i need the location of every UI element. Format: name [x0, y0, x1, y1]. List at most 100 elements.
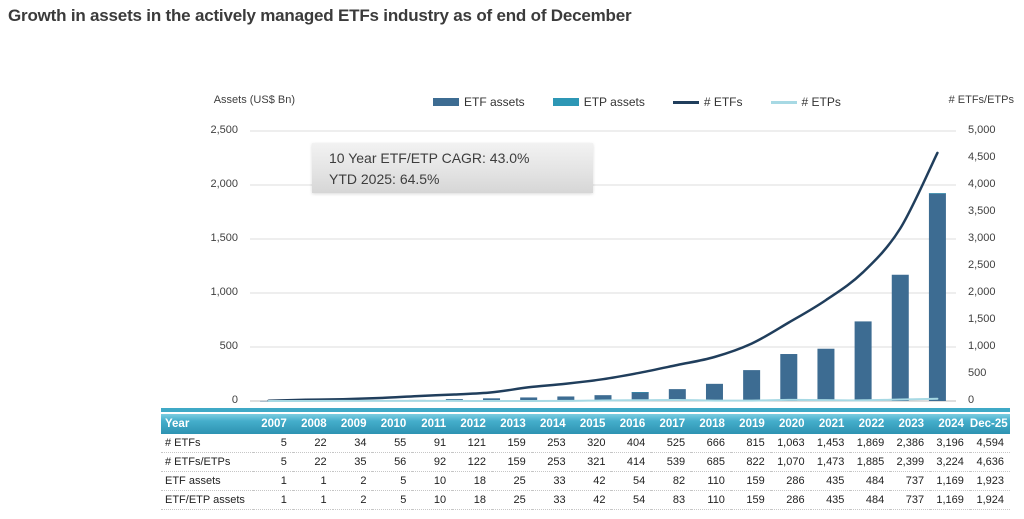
- table-col-header: 2009: [332, 414, 373, 434]
- axis-tick-label: 0: [231, 394, 238, 406]
- page-title: Growth in assets in the actively managed…: [8, 6, 632, 25]
- bar-etf-assets-Dec-25: [928, 193, 946, 401]
- legend-item-etf-assets: ETF assets: [433, 95, 525, 109]
- table-cell: 10: [412, 490, 453, 510]
- table-cell: 54: [611, 490, 652, 510]
- table-cell: 110: [691, 490, 731, 510]
- axis-tick-label: 2,000: [968, 286, 996, 298]
- axis-tick-label: 2,500: [210, 124, 238, 136]
- table-cell: 159: [491, 452, 532, 472]
- bar-etf-assets-2017: [631, 392, 649, 401]
- table-cell: 1,473: [810, 452, 851, 472]
- legend-label: # ETFs: [703, 95, 743, 109]
- cagr-line: 10 Year ETF/ETP CAGR: 43.0%: [329, 150, 530, 166]
- legend-label: ETP assets: [583, 95, 645, 109]
- table-cell: 55: [372, 434, 413, 453]
- table-cell: 82: [651, 471, 692, 491]
- line--etps: [267, 397, 939, 402]
- axis-tick-label: 3,000: [968, 232, 996, 244]
- table-cell: 22: [292, 452, 333, 472]
- table-cell: 18: [452, 490, 492, 510]
- table-row: # ETFs/ETPs 5 22 35 56 92 122 159 253 321 414 539 68…: [161, 452, 1010, 472]
- table-cell: 159: [730, 490, 771, 510]
- table-cell: 91: [412, 434, 453, 453]
- table-cell: 1,453: [810, 434, 851, 453]
- table-cell: 1,885: [850, 452, 891, 472]
- table-cell: 286: [770, 490, 811, 510]
- data-table-wrap: Year 2007 2008 2009 2010 2011 2012 2013 2014 2015…: [161, 408, 1010, 510]
- bar-etp-assets-Dec-25: [928, 193, 946, 194]
- table-cell: 3,196: [930, 434, 970, 453]
- axis-tick-label: 4,000: [968, 178, 996, 190]
- table-col-header: 2021: [810, 414, 851, 434]
- table-cell: 404: [611, 434, 652, 453]
- table-cell: 25: [491, 490, 532, 510]
- table-cell: 321: [571, 452, 612, 472]
- table-cell: 1: [253, 471, 293, 491]
- table-top-strip: [161, 408, 1010, 412]
- table-cell: 484: [850, 490, 891, 510]
- table-cell: 122: [452, 452, 492, 472]
- table-col-header: 2008: [292, 414, 333, 434]
- table-col-header: 2010: [372, 414, 413, 434]
- axis-tick-label: 1,500: [968, 313, 996, 325]
- table-cell: 35: [332, 452, 373, 472]
- table-cell: 22: [292, 434, 333, 453]
- axis-tick-label: 1,000: [968, 340, 996, 352]
- line-swatch-icon: [672, 100, 699, 104]
- table-cell: 1: [253, 490, 293, 510]
- table-cell: 2: [332, 490, 373, 510]
- table-cell: 2: [332, 471, 373, 491]
- cagr-annotation: 10 Year ETF/ETP CAGR: 43.0% YTD 2025: 64…: [312, 143, 593, 193]
- bar-etf-assets-2021: [780, 354, 798, 401]
- table-cell: 685: [691, 452, 731, 472]
- table-row: ETF assets 1 1 2 5 10 18 25 33 42 54 82 110 159 286 435…: [161, 471, 1010, 491]
- right-axis-title: # ETFs/ETPs: [948, 94, 1014, 106]
- row-label: # ETFs: [161, 434, 253, 453]
- table-cell: 414: [611, 452, 652, 472]
- table-cell: 42: [571, 490, 612, 510]
- bar-etf-assets-2022: [817, 348, 835, 401]
- table-cell: 42: [571, 471, 612, 491]
- table-cell: 1,063: [770, 434, 811, 453]
- table-cell: 286: [770, 471, 811, 491]
- table-cell: 484: [850, 471, 891, 491]
- table-col-header: 2007: [253, 414, 293, 434]
- table-cell: 10: [412, 471, 453, 491]
- table-cell: 83: [651, 490, 692, 510]
- table-cell: 666: [691, 434, 731, 453]
- table-cell: 159: [491, 434, 532, 453]
- bar-etf-assets-2016: [594, 395, 612, 401]
- row-label: ETF assets: [161, 471, 253, 491]
- table-cell: 525: [651, 434, 692, 453]
- table-cell: 54: [611, 471, 652, 491]
- legend-item--etfs: # ETFs: [672, 95, 743, 109]
- table-cell: 2,399: [890, 452, 931, 472]
- table-col-header: 2015: [571, 414, 612, 434]
- axis-tick-label: 1,500: [210, 232, 238, 244]
- legend-item--etps: # ETPs: [770, 95, 841, 109]
- chart-legend: ETF assets ETP assets # ETFs # ETPs: [433, 95, 841, 109]
- bar-swatch-icon: [552, 98, 579, 106]
- table-cell: 435: [810, 490, 851, 510]
- table-col-header: 2017: [651, 414, 692, 434]
- table-header-row: Year 2007 2008 2009 2010 2011 2012 2013 2014 2015…: [161, 414, 1010, 434]
- table-cell: 110: [691, 471, 731, 491]
- table-cell: 435: [810, 471, 851, 491]
- table-cell: 5: [372, 471, 413, 491]
- table-cell: 1,070: [770, 452, 811, 472]
- axis-tick-label: 1,000: [210, 286, 238, 298]
- table-cell: 3,224: [930, 452, 970, 472]
- table-cell: 5: [253, 452, 293, 472]
- table-col-header: 2014: [531, 414, 572, 434]
- table-col-header: 2011: [412, 414, 453, 434]
- table-col-header: 2024: [930, 414, 970, 434]
- table-cell: 253: [531, 452, 572, 472]
- table-col-header: 2019: [730, 414, 771, 434]
- table-col-header: Dec-25: [969, 414, 1010, 434]
- table-col-header: 2020: [770, 414, 811, 434]
- table-col-header: 2023: [890, 414, 931, 434]
- table-cell: 539: [651, 452, 692, 472]
- bar-etf-assets-2013: [483, 398, 501, 401]
